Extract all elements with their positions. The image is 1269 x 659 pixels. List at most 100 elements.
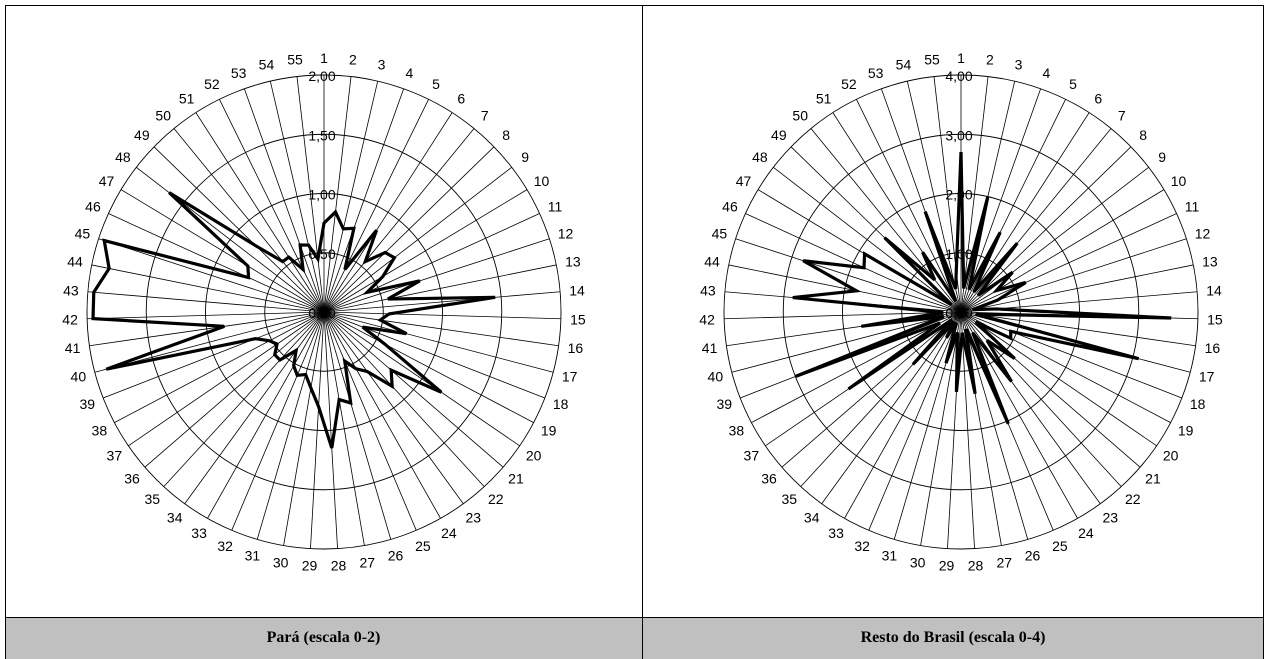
category-label: 4: [405, 65, 413, 81]
category-label: 19: [1178, 423, 1194, 439]
category-label: 2: [986, 52, 994, 68]
category-label: 28: [968, 558, 984, 574]
category-label: 14: [1206, 282, 1222, 298]
category-label: 23: [466, 509, 482, 525]
radar-gridline-ring: [901, 252, 1021, 372]
category-label: 34: [167, 509, 183, 525]
category-label: 15: [1207, 311, 1223, 327]
category-label: 41: [702, 340, 718, 356]
category-label: 5: [1069, 76, 1077, 92]
category-label: 52: [841, 76, 857, 92]
caption-row: Pará (escala 0-2) Resto do Brasil (escal…: [5, 617, 1264, 659]
category-label: 44: [67, 254, 83, 270]
category-label: 6: [1094, 90, 1102, 106]
category-label: 45: [712, 226, 728, 242]
category-label: 8: [1139, 127, 1147, 143]
category-label: 28: [331, 558, 347, 574]
radar-gridline-ring: [145, 133, 503, 491]
category-label: 47: [736, 173, 752, 189]
category-label: 1: [957, 50, 965, 66]
radar-gridline-ring: [264, 252, 384, 372]
axis-tick-label: 0,00: [308, 305, 335, 321]
category-label: 34: [804, 509, 820, 525]
category-label: 27: [360, 554, 376, 570]
table-border-middle: [642, 5, 643, 659]
caption-para: Pará (escala 0-2): [266, 629, 381, 646]
category-label: 25: [415, 538, 431, 554]
category-label: 37: [744, 447, 760, 463]
axis-tick-label: 1,00: [308, 187, 335, 203]
category-label: 12: [558, 226, 574, 242]
category-label: 41: [65, 340, 81, 356]
axis-tick-label: 2,00: [308, 68, 335, 84]
category-label: 24: [441, 525, 457, 541]
radar-gridlines: [86, 74, 562, 550]
category-label: 17: [1199, 369, 1215, 385]
category-label: 50: [155, 107, 171, 123]
category-label: 52: [204, 76, 220, 92]
category-label: 31: [882, 548, 898, 564]
category-label: 46: [85, 198, 101, 214]
axis-tick-label: 0,00: [945, 305, 972, 321]
category-label: 53: [868, 65, 884, 81]
radar-chart-resto-brasil: 1 2 34567891011121314151617181920212223242…: [699, 50, 1223, 574]
category-label: 43: [63, 282, 79, 298]
category-label: 38: [729, 423, 745, 439]
category-label: 29: [939, 558, 955, 574]
axis-tick-label: 1,50: [308, 127, 335, 143]
category-label: 23: [1103, 509, 1119, 525]
category-label: 40: [71, 369, 87, 385]
chart-panel-resto-brasil: 1 2 3 4 5 6 7 8 9 10 11 12 13 14 15 16 17 18 19 20 21 22 23 24 2…: [642, 5, 1264, 617]
category-label: 35: [781, 491, 797, 507]
category-label: 10: [534, 173, 550, 189]
table-border-left: [5, 5, 6, 659]
category-label: 13: [1202, 254, 1218, 270]
category-label: 16: [568, 340, 584, 356]
category-label: 7: [481, 107, 489, 123]
category-label: 32: [854, 538, 870, 554]
category-label: 15: [570, 311, 586, 327]
category-label: 44: [704, 254, 720, 270]
radar-axis-tick-labels: 0,001,002,003,004,00: [945, 68, 972, 321]
category-label: 20: [526, 447, 542, 463]
radar-gridline-ring: [723, 74, 1199, 550]
figure-frame: 1 2 3 4 5 6 7 8 9 10 11 12 13 14 15 16 17 18 19 20 21 22 23 24 2…: [5, 5, 1264, 659]
axis-tick-label: 1,00: [945, 246, 972, 262]
category-label: 9: [1158, 149, 1166, 165]
category-label: 18: [553, 396, 569, 412]
category-label: 48: [752, 149, 768, 165]
radar-category-labels: 1 2 34567891011121314151617181920212223242…: [62, 50, 586, 574]
category-label: 42: [699, 311, 715, 327]
data-series-line: [792, 151, 1172, 425]
axis-tick-label: 3,00: [945, 127, 972, 143]
category-label: 39: [80, 396, 96, 412]
category-label: 27: [997, 554, 1013, 570]
category-label: 40: [708, 369, 724, 385]
category-label: 9: [521, 149, 529, 165]
category-label: 49: [134, 127, 150, 143]
category-label: 31: [245, 548, 261, 564]
category-label: 38: [92, 423, 108, 439]
category-label: 39: [717, 396, 733, 412]
category-label: 21: [508, 470, 524, 486]
category-label: 30: [273, 554, 289, 570]
category-label: 1: [320, 50, 328, 66]
category-label: 37: [107, 447, 123, 463]
category-label: 26: [388, 548, 404, 564]
category-label: 3: [1015, 57, 1023, 73]
category-label: 33: [828, 525, 844, 541]
category-label: 25: [1052, 538, 1068, 554]
category-label: 48: [115, 149, 131, 165]
radar-gridline-ring: [205, 193, 443, 431]
data-series-line: [91, 191, 496, 449]
category-label: 54: [259, 57, 275, 73]
category-label: 29: [302, 558, 318, 574]
category-label: 14: [569, 282, 585, 298]
category-label: 32: [217, 538, 233, 554]
category-label: 22: [1125, 491, 1141, 507]
category-label: 21: [1145, 470, 1161, 486]
category-label: 6: [457, 90, 465, 106]
category-label: 26: [1025, 548, 1041, 564]
category-label: 10: [1171, 173, 1187, 189]
category-label: 42: [62, 311, 78, 327]
